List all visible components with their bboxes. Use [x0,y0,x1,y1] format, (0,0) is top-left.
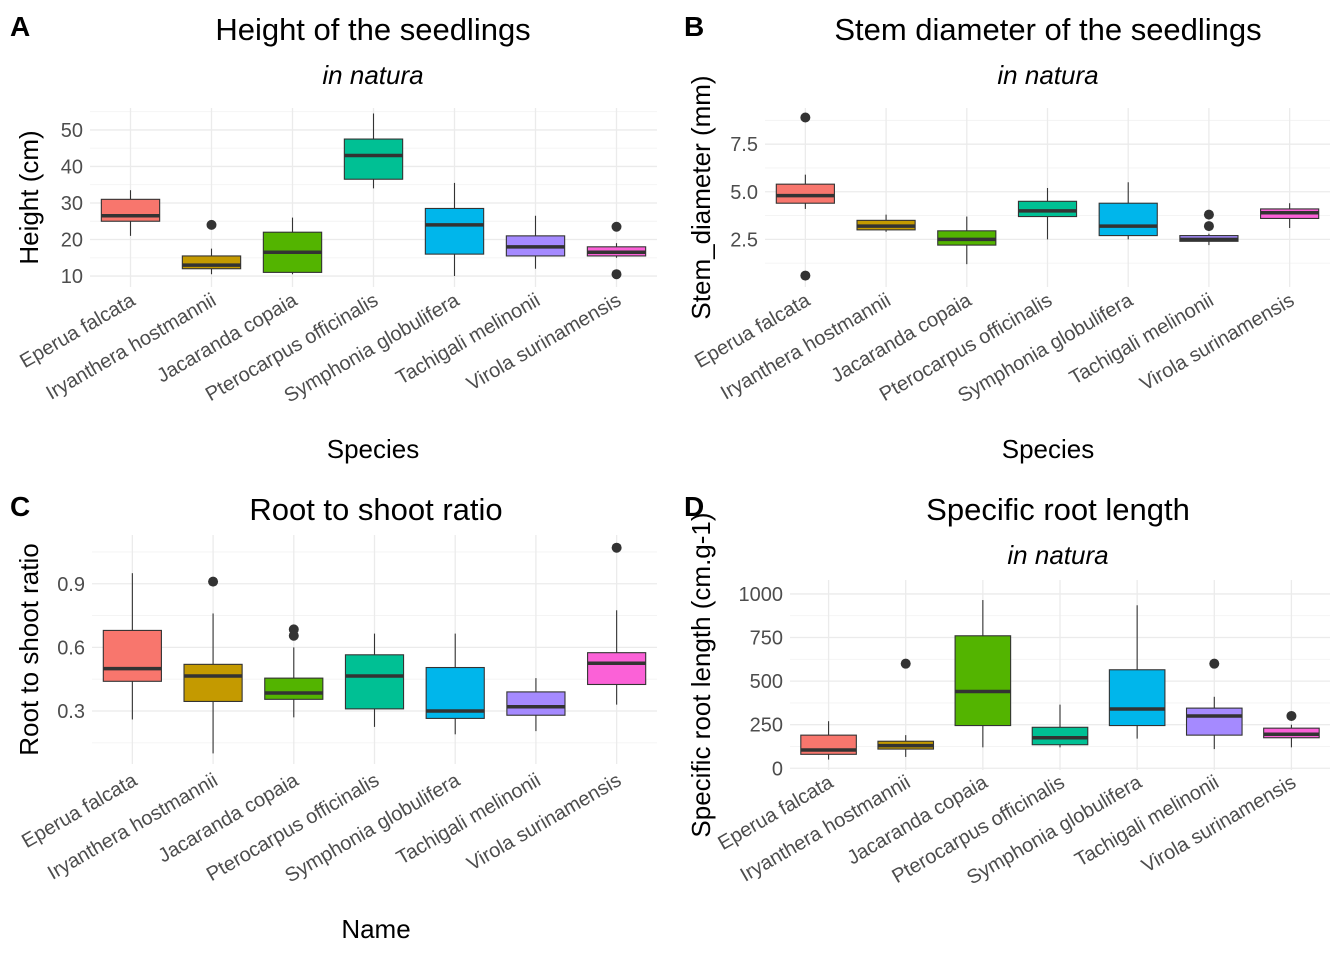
panel-tag: B [684,11,704,42]
panel-title: Root to shoot ratio [249,492,502,527]
outlier-point [1203,209,1214,220]
y-tick-label: 5.0 [730,182,758,204]
box-tachigali-melinonii [1179,209,1239,246]
box-body [102,629,162,682]
y-tick-label: 2.5 [730,229,758,251]
box-eperua-falcata [102,573,162,720]
box-pterocarpus-officinalis [1017,187,1078,240]
box-jacaranda-copaia [954,600,1012,748]
x-axis-label: Species [1002,434,1095,464]
x-tick-label: Virola surinamensis [463,289,625,395]
panel-subtitle: in natura [322,60,423,90]
outlier-point [208,576,219,587]
y-tick-label: 30 [61,193,83,215]
outlier-point [900,658,911,669]
box-body [343,138,404,180]
y-tick-label: 20 [61,230,83,252]
box-virola-surinamensis [587,542,647,705]
x-axis-label: Species [327,434,420,464]
y-tick-label: 10 [61,266,83,288]
box-iryanthera-hostmannii [181,219,242,275]
panel-tag: C [10,491,30,522]
box-body [1017,200,1078,218]
y-tick-label: 250 [750,715,783,737]
panel-title: Stem diameter of the seedlings [834,12,1261,47]
y-tick-label: 0.9 [57,574,85,596]
box-eperua-falcata [775,112,835,281]
box-body [1108,669,1166,727]
box-body [775,183,835,204]
box-body [264,677,324,700]
panel-tag: D [684,491,704,522]
panel-title: Specific root length [926,492,1190,527]
box-pterocarpus-officinalis [1031,704,1089,748]
outlier-point [611,542,622,553]
box-symphonia-globulifera [425,633,485,735]
box-body [1098,202,1158,237]
box-tachigali-melinonii [1185,658,1243,750]
x-tick-label: Virola surinamensis [1136,289,1298,395]
box-virola-surinamensis [1263,710,1320,748]
box-pterocarpus-officinalis [344,633,405,727]
box-symphonia-globulifera [1108,605,1166,739]
box-jacaranda-copaia [264,624,324,718]
y-axis-label: Height (cm) [14,130,44,264]
panel-title: Height of the seedlings [215,12,530,47]
outlier-point [288,630,299,641]
box-eperua-falcata [800,721,857,760]
box-pterocarpus-officinalis [343,113,404,189]
box-jacaranda-copaia [262,217,323,275]
box-virola-surinamensis [1260,203,1320,228]
y-tick-label: 0.6 [57,637,85,659]
box-iryanthera-hostmannii [856,214,916,232]
y-tick-label: 500 [750,671,783,693]
outlier-point [800,112,811,123]
y-tick-label: 50 [61,120,83,142]
y-tick-label: 750 [750,628,783,650]
panel-tag: A [10,11,30,42]
box-body [506,691,566,716]
box-iryanthera-hostmannii [183,576,243,754]
outlier-point [800,270,811,281]
box-iryanthera-hostmannii [877,658,935,757]
y-tick-label: 7.5 [730,134,758,156]
box-body [1185,707,1243,736]
box-eperua-falcata [100,190,161,236]
y-tick-label: 0.3 [57,701,85,723]
y-axis-label: Root to shoot ratio [14,543,44,755]
box-body [954,635,1012,727]
box-tachigali-melinonii [506,678,566,732]
outlier-point [611,269,622,280]
box-body [344,654,405,710]
outlier-point [611,221,622,232]
outlier-point [1286,710,1297,721]
y-tick-label: 1000 [739,584,784,606]
y-axis-label: Specific root length (cm.g-1) [686,512,716,837]
y-tick-label: 40 [61,156,83,178]
box-symphonia-globulifera [424,182,485,277]
box-body [183,663,243,702]
box-virola-surinamensis [586,221,647,280]
x-axis-label: Name [341,914,410,944]
y-axis-label: Stem_diameter (mm) [686,75,716,319]
box-body [424,207,485,255]
box-body [100,198,161,222]
outlier-point [1203,221,1214,232]
panel-subtitle: in natura [997,60,1098,90]
y-tick-label: 0 [772,758,783,780]
outlier-point [1209,658,1220,669]
box-jacaranda-copaia [937,216,997,265]
panel-subtitle: in natura [1007,540,1108,570]
box-tachigali-melinonii [505,215,566,269]
outlier-point [206,219,217,230]
box-symphonia-globulifera [1098,182,1158,240]
box-body [587,652,647,686]
x-tick-label: Virola surinamensis [463,769,625,875]
